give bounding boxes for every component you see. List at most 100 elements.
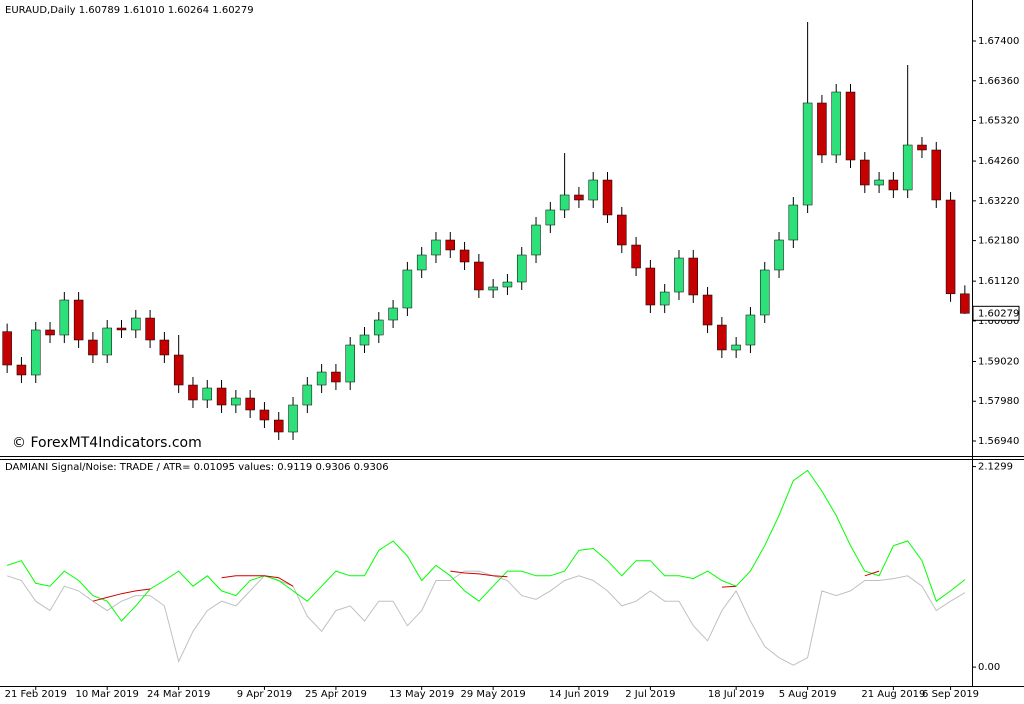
price-label-box (972, 305, 1020, 321)
candle-body (188, 384, 198, 401)
candle-body (559, 194, 570, 211)
candle-body (431, 239, 441, 256)
candle-body (645, 267, 656, 306)
candle-body (374, 319, 384, 336)
y-tick-label: 1.56940 (978, 436, 1019, 447)
candle-body (459, 249, 470, 263)
candle-body (831, 91, 841, 156)
indicator-line (92, 570, 880, 602)
candle-body (202, 387, 213, 401)
candle-body (388, 307, 398, 321)
x-tick-label: 10 Mar 2019 (76, 689, 139, 700)
x-tick-label: 13 May 2019 (389, 689, 454, 700)
x-tick-label: 5 Aug 2019 (779, 689, 837, 700)
y-tick-label: 2.1299 (978, 462, 1013, 473)
candle-body (631, 244, 641, 269)
candle-body (131, 317, 141, 331)
candle-body (331, 371, 341, 383)
y-tick-label: 1.65320 (978, 116, 1019, 127)
candle-body (545, 209, 556, 226)
candle-body (288, 404, 298, 433)
candle-body (731, 344, 741, 351)
candle-body (860, 159, 870, 186)
candle-body (617, 214, 627, 246)
candle-body (931, 149, 942, 201)
x-tick-label: 9 Apr 2019 (237, 689, 292, 700)
candle-body (88, 339, 98, 356)
candle-body (59, 299, 70, 336)
candle-body (73, 299, 84, 341)
x-tick-label: 21 Aug 2019 (861, 689, 925, 700)
candle-body (359, 334, 370, 346)
candle-body (917, 144, 927, 151)
candle-body (216, 387, 227, 406)
candle-body (574, 194, 584, 201)
candle-body (688, 257, 699, 296)
candle-body (745, 314, 756, 346)
y-tick-label: 1.63220 (978, 196, 1019, 207)
x-tick-label: 24 Mar 2019 (147, 689, 210, 700)
y-tick-label: 1.61120 (978, 276, 1019, 287)
candle-body (774, 239, 784, 271)
y-tick-label: 1.62180 (978, 236, 1019, 247)
chart-title: EURAUD,Daily 1.60789 1.61010 1.60264 1.6… (5, 5, 254, 16)
candle-body (416, 254, 427, 271)
indicator-line (6, 469, 966, 622)
candle-body (145, 317, 155, 341)
indicator-title: DAMIANI Signal/Noise: TRADE / ATR= 0.010… (5, 462, 389, 473)
candle-body (902, 144, 913, 191)
candle-body (659, 291, 670, 306)
candle-body (588, 179, 598, 201)
candle-body (116, 327, 127, 331)
y-tick-label: 1.60080 (978, 316, 1019, 327)
candle-body (674, 257, 684, 293)
candle-body (516, 254, 527, 283)
candle-body (2, 331, 12, 366)
candle-body (788, 204, 799, 241)
y-tick-label: 0.00 (978, 662, 1000, 673)
candle-body (531, 224, 541, 256)
y-tick-label: 1.64260 (978, 156, 1019, 167)
candle-body (888, 179, 899, 191)
candle-body (502, 281, 513, 288)
candle-body (273, 419, 284, 433)
candle-body (102, 327, 112, 356)
candle-body (259, 409, 270, 421)
x-tick-label: 2 Jul 2019 (625, 689, 675, 700)
candle-body (474, 261, 484, 291)
candle-body (874, 179, 884, 186)
candle-body (45, 329, 55, 336)
candle-body (717, 324, 727, 351)
candle-body (345, 344, 355, 383)
price-label: 1.60279 (978, 308, 1019, 319)
x-tick-label: 25 Apr 2019 (305, 689, 367, 700)
candle-body (16, 364, 27, 376)
x-tick-label: 6 Sep 2019 (922, 689, 979, 700)
candle-body (245, 397, 255, 411)
candle-body (445, 239, 456, 251)
candle-body (159, 339, 170, 356)
candle-body (602, 179, 613, 216)
y-tick-label: 1.57980 (978, 396, 1019, 407)
candle-body (402, 269, 413, 309)
candle-body (30, 329, 41, 376)
y-tick-label: 1.66360 (978, 76, 1019, 87)
candle-body (845, 91, 856, 161)
x-tick-label: 21 Feb 2019 (5, 689, 67, 700)
candle-body (488, 286, 498, 291)
watermark: © ForexMT4Indicators.com (12, 435, 202, 451)
y-tick-label: 1.67400 (978, 36, 1019, 47)
candle-body (316, 371, 327, 386)
candle-body (173, 354, 184, 386)
candle-body (945, 199, 956, 295)
indicator-line (6, 570, 966, 666)
x-tick-label: 29 May 2019 (461, 689, 526, 700)
y-tick-label: 1.59020 (978, 356, 1019, 367)
candle-body (702, 294, 713, 326)
x-tick-label: 14 Jun 2019 (549, 689, 609, 700)
candle-body (302, 384, 313, 406)
x-tick-label: 18 Jul 2019 (708, 689, 765, 700)
candle-body (231, 397, 241, 406)
